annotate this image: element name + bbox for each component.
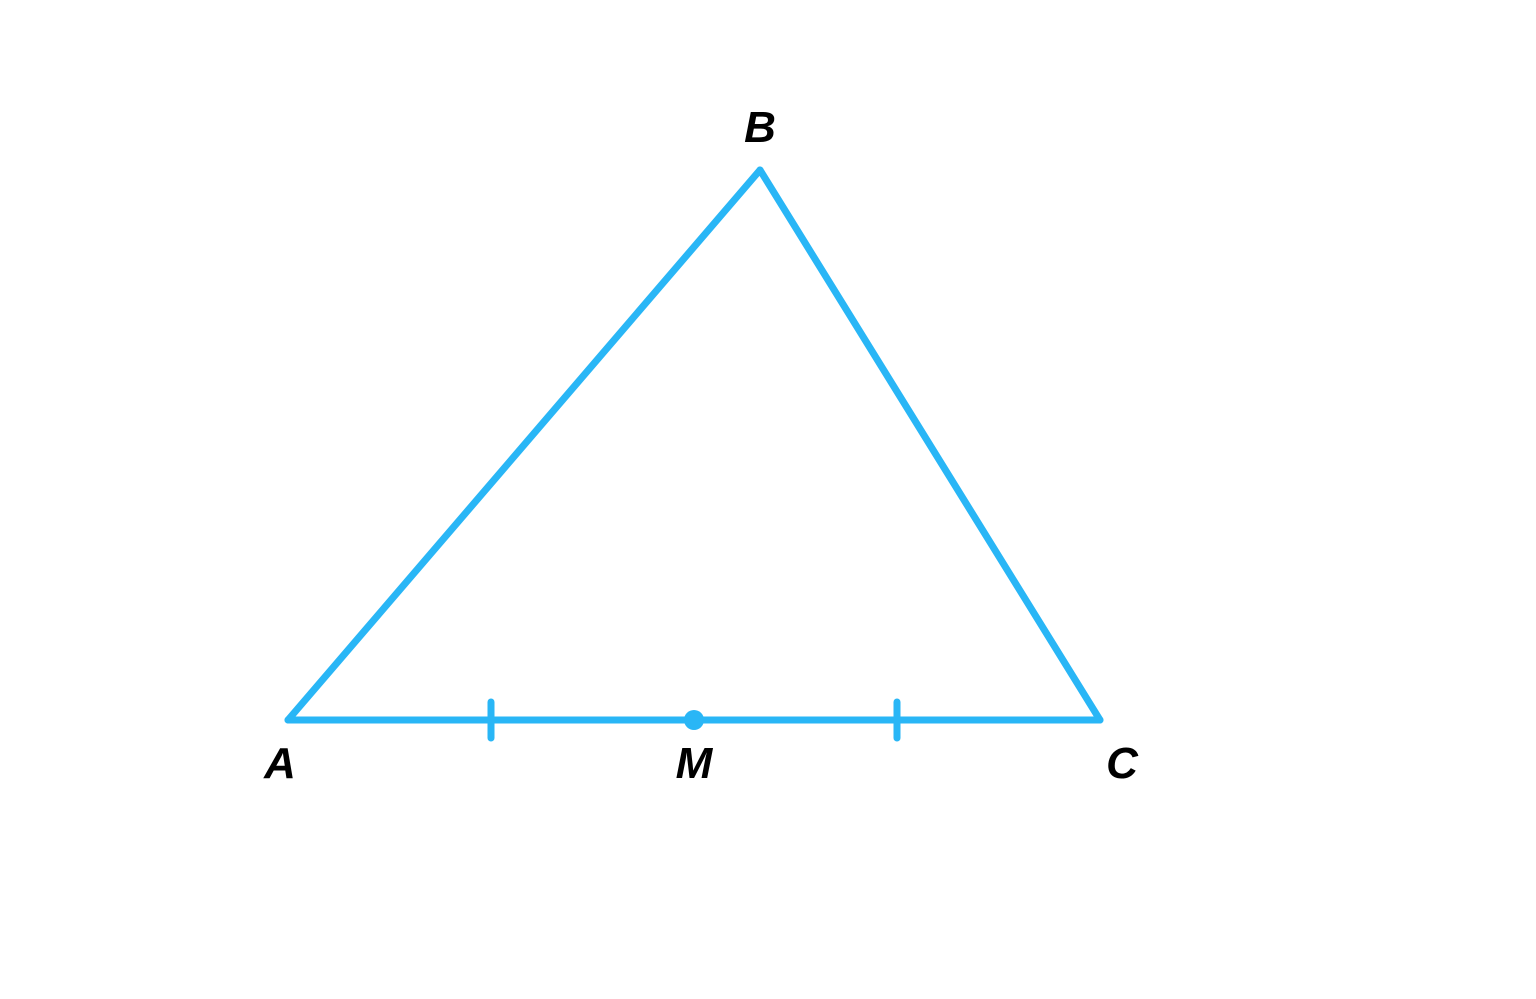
label-m: M [676,739,714,788]
label-a: A [263,739,296,788]
geometry-diagram: A B C M [0,0,1536,999]
midpoint-dot [684,710,704,730]
label-b: B [744,103,776,152]
label-c: C [1106,739,1139,788]
